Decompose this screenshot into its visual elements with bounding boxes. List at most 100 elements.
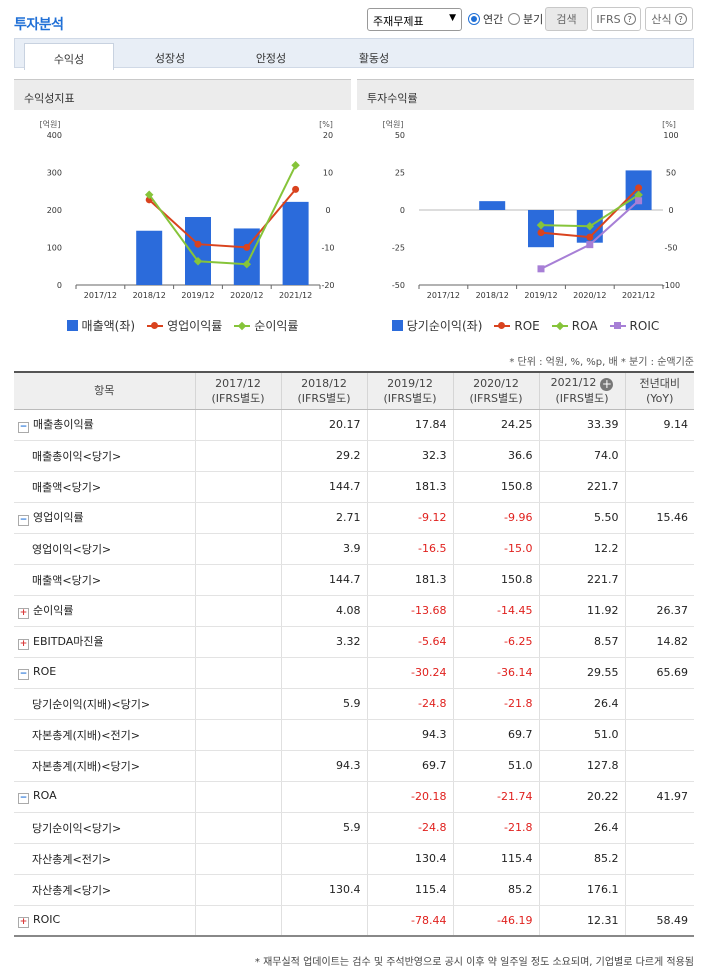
table-cell <box>624 750 694 782</box>
bar <box>136 230 163 285</box>
table-cell: 85.2 <box>538 843 625 875</box>
line-point <box>537 229 545 237</box>
right-tick-label: 10 <box>323 169 333 178</box>
table-cell: 3.9 <box>280 533 367 565</box>
col-header-item: 항목 <box>14 372 195 410</box>
report-type-value: 주재무제표 <box>373 15 424 28</box>
tab-growth[interactable]: 성장성 <box>154 52 186 65</box>
expand-icon[interactable]: + <box>18 916 29 928</box>
table-cell: 8.57 <box>538 626 625 658</box>
report-type-select[interactable]: 주재무제표 ▼ <box>367 8 462 31</box>
legend-swatch <box>494 321 511 329</box>
x-tick-label: 2018/12 <box>476 291 509 300</box>
x-tick-label: 2019/12 <box>181 291 214 300</box>
legend-item-roe[interactable]: ROE <box>494 317 540 334</box>
collapse-icon[interactable]: − <box>18 422 29 433</box>
formula-label: 산식 <box>651 13 672 26</box>
ifrs-help-button[interactable]: IFRS ? <box>591 7 641 31</box>
profitability-legend: 매출액(좌) 영업이익률 순이익률 <box>14 317 351 334</box>
table-cell: 3.32 <box>280 626 367 658</box>
table-row: 자본총계(지배)<전기> 94.3 69.7 51.0 <box>14 719 694 751</box>
legend-item-net-income[interactable]: 당기순이익(좌) <box>391 317 482 334</box>
expand-icon[interactable]: + <box>18 608 29 619</box>
table-row: 매출액<당기> 144.7 181.3 150.8 221.7 <box>14 471 694 503</box>
bar <box>282 201 309 285</box>
table-row: − 영업이익률 2.71 -9.12 -9.96 5.50 15.46 <box>14 502 694 534</box>
table-cell: 130.4 <box>280 874 367 906</box>
left-tick-label: -50 <box>392 281 405 290</box>
table-cell <box>194 533 281 565</box>
investment-return-chart-title: 투자수익률 <box>357 79 694 110</box>
table-cell: 29.2 <box>280 440 367 472</box>
table-cell: 74.0 <box>538 440 625 472</box>
tab-activity[interactable]: 활동성 <box>358 52 390 65</box>
legend-item-roa[interactable]: ROA <box>551 317 598 334</box>
table-cell: 41.97 <box>624 781 694 813</box>
row-label-text: 순이익률 <box>33 604 74 617</box>
table-cell: 115.4 <box>366 874 453 906</box>
line-point <box>585 222 595 231</box>
quarter-radio-option[interactable]: 분기 <box>508 11 543 27</box>
table-cell <box>624 564 694 596</box>
table-cell: -78.44 <box>366 905 453 937</box>
quarter-radio[interactable] <box>508 13 520 25</box>
right-tick-label: 20 <box>323 131 333 140</box>
right-tick-label: -20 <box>321 281 334 290</box>
table-cell <box>280 657 367 689</box>
collapse-icon[interactable]: − <box>18 669 29 680</box>
table-cell <box>280 905 367 937</box>
table-cell: -14.45 <box>452 595 539 627</box>
table-cell <box>194 595 281 627</box>
table-cell <box>624 719 694 751</box>
search-button[interactable]: 검색 <box>545 7 588 31</box>
x-tick-label: 2019/12 <box>524 291 557 300</box>
right-tick-label: 50 <box>666 169 676 178</box>
row-label: 영업이익<당기> <box>14 533 195 565</box>
table-body: − 매출총이익률 20.17 17.84 24.25 33.39 9.14 매출총이익<당기>… <box>14 409 694 937</box>
line-point <box>634 190 643 200</box>
legend-item-net-margin[interactable]: 순이익률 <box>234 317 298 334</box>
col-header-2021: 2021/12 + (IFRS별도) <box>538 372 625 410</box>
table-cell <box>194 688 281 720</box>
collapse-icon[interactable]: − <box>18 793 29 804</box>
table-cell: 24.25 <box>452 409 539 441</box>
profitability-chart-title: 수익성지표 <box>14 79 351 110</box>
table-cell <box>624 812 694 844</box>
annual-radio-option[interactable]: 연간 <box>468 11 503 27</box>
legend-item-revenue[interactable]: 매출액(좌) <box>66 317 135 334</box>
table-cell: 115.4 <box>452 843 539 875</box>
table-cell: -24.8 <box>366 812 453 844</box>
line-point <box>635 197 643 205</box>
bar <box>185 217 211 285</box>
table-cell: 69.7 <box>452 719 539 751</box>
row-label-text: 매출액<당기> <box>32 573 102 587</box>
left-tick-label: 100 <box>47 244 62 253</box>
add-column-icon[interactable]: + <box>600 377 614 392</box>
annual-radio[interactable] <box>468 13 480 25</box>
legend-item-operating-margin[interactable]: 영업이익률 <box>147 317 222 334</box>
header-basis: (IFRS별도) <box>297 391 351 405</box>
bar <box>479 201 506 210</box>
row-label: − ROE <box>14 657 195 689</box>
collapse-icon[interactable]: − <box>18 515 29 526</box>
table-cell <box>280 781 367 813</box>
header: 투자분석 주재무제표 ▼ 연간 분기 검색 IFRS ? 산식 ? <box>0 0 706 38</box>
row-label-text: 자산총계<전기> <box>32 852 112 866</box>
table-cell <box>194 750 281 782</box>
tab-profitability[interactable]: 수익성 <box>24 43 114 70</box>
row-label-text: ROA <box>33 789 57 802</box>
help-icon: ? <box>623 13 636 25</box>
table-row: 매출총이익<당기> 29.2 32.3 36.6 74.0 <box>14 440 694 472</box>
series-line <box>148 188 297 249</box>
formula-help-button[interactable]: 산식 ? <box>645 7 693 31</box>
left-tick-label: 0 <box>400 206 405 215</box>
legend-item-roic[interactable]: ROIC <box>609 317 659 334</box>
expand-icon[interactable]: + <box>18 639 29 650</box>
col-header-yoy: 전년대비 (YoY) <box>624 372 694 410</box>
line-point <box>586 233 594 241</box>
tab-stability[interactable]: 안정성 <box>255 52 287 65</box>
table-cell <box>624 533 694 565</box>
table-cell: 144.7 <box>280 471 367 503</box>
header-text: 항목 <box>94 384 115 398</box>
